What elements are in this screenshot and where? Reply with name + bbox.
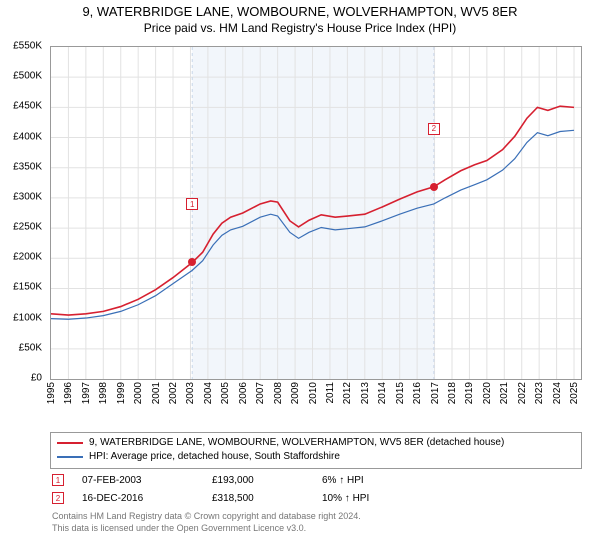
x-tick-label: 2020 bbox=[482, 382, 493, 404]
x-tick-label: 2001 bbox=[151, 382, 162, 404]
y-tick-label: £300K bbox=[13, 191, 42, 202]
x-tick-label: 2014 bbox=[377, 382, 388, 404]
x-tick-label: 2022 bbox=[517, 382, 528, 404]
y-tick-label: £200K bbox=[13, 252, 42, 263]
x-tick-label: 2005 bbox=[220, 382, 231, 404]
transaction-marker: 1 bbox=[186, 198, 198, 210]
y-tick-label: £0 bbox=[31, 373, 42, 384]
plot-area: 12 bbox=[50, 46, 582, 380]
y-tick-label: £150K bbox=[13, 282, 42, 293]
x-tick-label: 2003 bbox=[185, 382, 196, 404]
x-tick-label: 2016 bbox=[412, 382, 423, 404]
transaction-date: 16-DEC-2016 bbox=[82, 493, 212, 504]
transaction-price: £193,000 bbox=[212, 475, 322, 486]
credits: Contains HM Land Registry data © Crown c… bbox=[50, 510, 582, 534]
x-tick-label: 2025 bbox=[569, 382, 580, 404]
legend-swatch bbox=[57, 442, 83, 444]
x-tick-label: 2010 bbox=[308, 382, 319, 404]
legend-row: HPI: Average price, detached house, Sout… bbox=[57, 450, 575, 464]
transaction-dot bbox=[430, 183, 438, 191]
credit-line: Contains HM Land Registry data © Crown c… bbox=[52, 510, 582, 522]
transaction-diff: 6% ↑ HPI bbox=[322, 475, 364, 486]
chart-titles: 9, WATERBRIDGE LANE, WOMBOURNE, WOLVERHA… bbox=[0, 0, 600, 35]
legend-label: 9, WATERBRIDGE LANE, WOMBOURNE, WOLVERHA… bbox=[89, 436, 504, 450]
credit-line: This data is licensed under the Open Gov… bbox=[52, 522, 582, 534]
transaction-row: 2 16-DEC-2016£318,50010% ↑ HPI bbox=[50, 492, 582, 504]
transaction-row: 1 07-FEB-2003£193,0006% ↑ HPI bbox=[50, 474, 582, 486]
x-tick-label: 2018 bbox=[447, 382, 458, 404]
legend-row: 9, WATERBRIDGE LANE, WOMBOURNE, WOLVERHA… bbox=[57, 436, 575, 450]
transaction-dot bbox=[188, 258, 196, 266]
y-tick-label: £400K bbox=[13, 131, 42, 142]
x-tick-label: 2011 bbox=[325, 382, 336, 404]
x-tick-label: 2013 bbox=[360, 382, 371, 404]
x-tick-label: 2023 bbox=[534, 382, 545, 404]
transaction-number-icon: 1 bbox=[52, 474, 64, 486]
y-tick-label: £100K bbox=[13, 312, 42, 323]
x-tick-label: 2004 bbox=[203, 382, 214, 404]
x-tick-label: 2024 bbox=[552, 382, 563, 404]
y-tick-label: £350K bbox=[13, 161, 42, 172]
y-tick-label: £50K bbox=[19, 342, 42, 353]
legend: 9, WATERBRIDGE LANE, WOMBOURNE, WOLVERHA… bbox=[50, 432, 582, 469]
x-tick-label: 1999 bbox=[116, 382, 127, 404]
x-tick-label: 2015 bbox=[395, 382, 406, 404]
x-tick-label: 2012 bbox=[342, 382, 353, 404]
x-axis-labels: 1995199619971998199920002001200220032004… bbox=[50, 382, 582, 432]
transaction-diff: 10% ↑ HPI bbox=[322, 493, 369, 504]
transaction-marker: 2 bbox=[428, 123, 440, 135]
x-tick-label: 2006 bbox=[238, 382, 249, 404]
y-axis-labels: £0£50K£100K£150K£200K£250K£300K£350K£400… bbox=[0, 46, 46, 380]
legend-swatch bbox=[57, 456, 83, 458]
x-tick-label: 1997 bbox=[81, 382, 92, 404]
x-tick-label: 1996 bbox=[63, 382, 74, 404]
transactions-and-credits: 1 07-FEB-2003£193,0006% ↑ HPI 2 16-DEC-2016… bbox=[50, 468, 582, 534]
x-tick-label: 2017 bbox=[430, 382, 441, 404]
chart-container: 9, WATERBRIDGE LANE, WOMBOURNE, WOLVERHA… bbox=[0, 0, 600, 560]
x-tick-label: 2019 bbox=[464, 382, 475, 404]
chart-subtitle: Price paid vs. HM Land Registry's House … bbox=[0, 21, 600, 35]
transaction-number-icon: 2 bbox=[52, 492, 64, 504]
chart-title: 9, WATERBRIDGE LANE, WOMBOURNE, WOLVERHA… bbox=[0, 4, 600, 19]
x-tick-label: 1995 bbox=[46, 382, 57, 404]
x-tick-label: 2021 bbox=[499, 382, 510, 404]
x-tick-label: 2000 bbox=[133, 382, 144, 404]
y-tick-label: £250K bbox=[13, 222, 42, 233]
plot-svg bbox=[51, 47, 581, 379]
x-tick-label: 2009 bbox=[290, 382, 301, 404]
y-tick-label: £450K bbox=[13, 101, 42, 112]
x-tick-label: 2007 bbox=[255, 382, 266, 404]
x-tick-label: 2002 bbox=[168, 382, 179, 404]
transaction-price: £318,500 bbox=[212, 493, 322, 504]
y-tick-label: £550K bbox=[13, 41, 42, 52]
transaction-date: 07-FEB-2003 bbox=[82, 475, 212, 486]
x-tick-label: 2008 bbox=[273, 382, 284, 404]
x-tick-label: 1998 bbox=[98, 382, 109, 404]
legend-label: HPI: Average price, detached house, Sout… bbox=[89, 450, 340, 464]
y-tick-label: £500K bbox=[13, 71, 42, 82]
